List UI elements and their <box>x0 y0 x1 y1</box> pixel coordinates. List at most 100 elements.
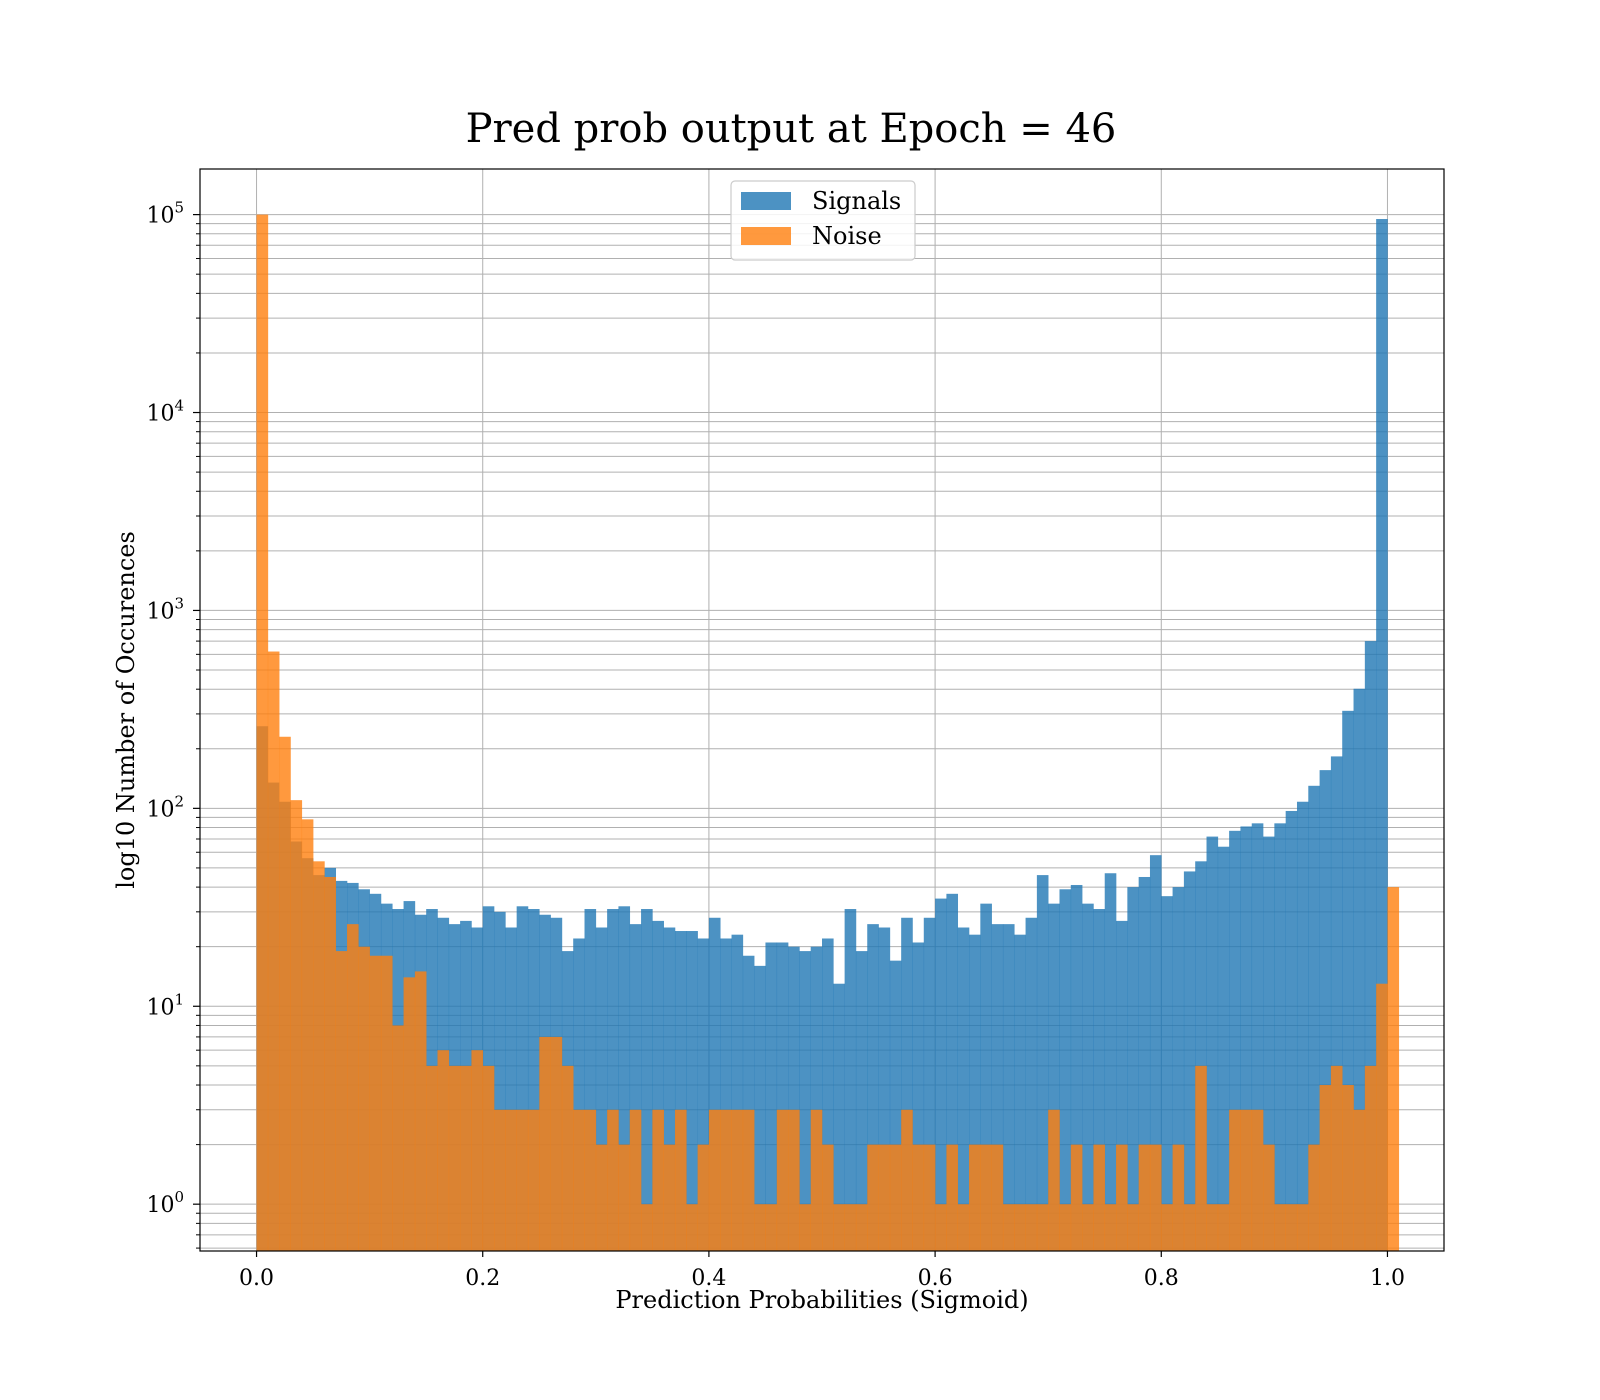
histogram-bar <box>539 1036 551 1251</box>
x-tick-label: 0.4 <box>691 1266 726 1291</box>
histogram-bar <box>1240 1109 1253 1251</box>
histogram-bar <box>1048 903 1060 1251</box>
histogram-bar <box>754 965 766 1251</box>
histogram-bar <box>1206 836 1219 1251</box>
histogram-bar <box>1296 1204 1309 1251</box>
histogram-bar <box>1376 219 1388 1252</box>
histogram-bar <box>335 951 348 1251</box>
histogram-bar <box>527 1109 540 1251</box>
histogram-bar <box>607 909 619 1251</box>
histogram-bar <box>1195 861 1207 1251</box>
histogram-bar <box>1342 710 1354 1251</box>
histogram-bar <box>1127 887 1139 1251</box>
histogram-bar <box>641 1204 653 1251</box>
histogram-bar <box>980 1144 992 1251</box>
histogram-bar <box>855 951 868 1251</box>
histogram-bar <box>1251 1109 1264 1251</box>
histogram-bar <box>641 909 653 1251</box>
histogram-bar <box>595 927 608 1251</box>
histogram-bar <box>663 927 676 1251</box>
histogram-bar <box>1183 871 1196 1251</box>
histogram-bar <box>1082 1204 1094 1251</box>
histogram-bar <box>460 1065 472 1251</box>
histogram-bar <box>1138 1144 1151 1251</box>
histogram-bar <box>1172 887 1185 1251</box>
histogram-bar <box>1093 1144 1106 1251</box>
histogram-bar <box>867 1144 879 1251</box>
histogram-bar <box>527 909 540 1251</box>
histogram-bar <box>923 1144 936 1251</box>
histogram-bar <box>855 1204 868 1251</box>
plot-area-frame <box>199 168 1445 1252</box>
histogram-bar <box>1364 1065 1377 1251</box>
histogram-bar <box>505 1109 517 1251</box>
histogram-bar <box>595 1144 608 1251</box>
histogram-bar <box>1093 909 1106 1251</box>
histogram-bar <box>878 927 891 1251</box>
histogram-bar <box>901 1109 913 1251</box>
histogram-bar <box>822 1144 834 1251</box>
histogram-bar <box>1161 1204 1173 1251</box>
histogram-bar <box>607 1109 619 1251</box>
histogram-bar <box>991 924 1004 1251</box>
x-tick-label: 0.0 <box>239 1266 274 1291</box>
histogram-bar <box>1330 756 1343 1251</box>
histogram-bar <box>1082 903 1094 1251</box>
histogram-bar <box>358 946 370 1251</box>
histogram-bar <box>584 1109 597 1251</box>
histogram-bar <box>822 938 834 1251</box>
histogram-bar <box>799 951 811 1251</box>
histogram-bar <box>629 1109 642 1251</box>
histogram-bar <box>708 917 721 1251</box>
histogram-bar <box>1308 785 1320 1251</box>
histogram-bar <box>573 1109 585 1251</box>
y-tick-label: 100 <box>146 1188 184 1218</box>
histogram-bar <box>833 983 845 1251</box>
histogram-bar <box>878 1144 891 1251</box>
histogram-bar <box>708 1109 721 1251</box>
histogram-bar <box>1025 1204 1038 1251</box>
histogram-bar <box>731 934 744 1251</box>
histogram-bar <box>1240 826 1253 1251</box>
histogram-bar <box>392 1025 404 1251</box>
legend-label-noise: Noise <box>812 222 882 250</box>
histogram-bar <box>810 946 823 1251</box>
histogram-bar <box>494 911 506 1251</box>
legend-swatch-noise <box>741 227 791 245</box>
histogram-bar <box>686 1204 698 1251</box>
histogram-bar <box>776 942 789 1251</box>
histogram-bar <box>1353 688 1366 1251</box>
histogram-bar <box>1172 1144 1185 1251</box>
histogram-bar <box>516 1109 529 1251</box>
y-tick-label: 105 <box>146 199 184 229</box>
histogram-bar <box>618 906 631 1251</box>
histogram-bar <box>1330 1065 1343 1251</box>
histogram-bar <box>471 1050 484 1251</box>
histogram-bar <box>324 876 337 1251</box>
histogram-bar <box>550 1036 563 1251</box>
histogram-bar <box>1217 1204 1230 1251</box>
histogram-bar <box>267 651 280 1251</box>
histogram-bar <box>674 1109 687 1251</box>
histogram-bar <box>290 800 303 1251</box>
histogram-bar <box>833 1204 845 1251</box>
histogram-bar <box>426 1065 438 1251</box>
histogram-bar <box>1229 830 1241 1251</box>
histogram-bar <box>1274 823 1286 1251</box>
histogram-bar <box>935 1204 947 1251</box>
histogram-bar <box>1229 1109 1241 1251</box>
histogram-bar <box>584 909 597 1251</box>
histogram-bar <box>969 934 981 1251</box>
histogram-bar <box>731 1109 744 1251</box>
legend-swatch-signals <box>741 192 791 210</box>
histogram-bar <box>697 1144 710 1251</box>
histogram-bar <box>1070 1144 1083 1251</box>
histogram-bar <box>1127 1204 1139 1251</box>
y-tick-label: 104 <box>146 397 184 427</box>
histogram-bar <box>889 960 902 1251</box>
histogram-bar <box>1263 1144 1275 1251</box>
histogram-bar <box>1116 1144 1128 1251</box>
histogram-bar <box>494 1109 506 1251</box>
histogram-bar <box>697 938 710 1251</box>
histogram-bar <box>618 1144 631 1251</box>
